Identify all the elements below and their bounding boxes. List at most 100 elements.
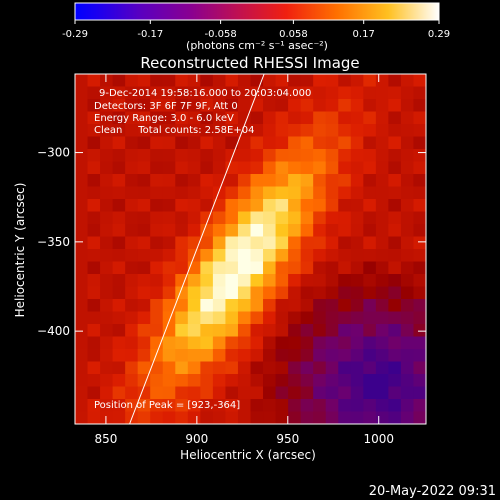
heatmap-cell [313, 361, 327, 375]
heatmap-cell [112, 286, 126, 300]
heatmap-cell [375, 361, 389, 375]
heatmap-cell [200, 349, 214, 363]
heatmap-cell [363, 411, 377, 424]
heatmap-cell [200, 324, 214, 338]
heatmap-cell [200, 399, 214, 413]
heatmap-cell [350, 149, 364, 163]
heatmap-cell [388, 74, 402, 88]
heatmap-cell [388, 161, 402, 175]
heatmap-cell [288, 349, 302, 363]
heatmap-cell [413, 324, 426, 338]
heatmap-cell [225, 236, 239, 250]
heatmap-cell [363, 86, 377, 100]
heatmap-cell [375, 336, 389, 350]
heatmap-cell [413, 224, 426, 238]
heatmap-cell [413, 311, 426, 325]
heatmap-cell [100, 324, 114, 338]
heatmap-cell [313, 236, 327, 250]
heatmap-cell [225, 249, 239, 263]
heatmap-cell [200, 111, 214, 125]
heatmap-cell [137, 136, 151, 150]
heatmap-cell [263, 374, 277, 388]
heatmap-cell [100, 124, 114, 138]
heatmap-cell [100, 361, 114, 375]
heatmap-cell [375, 299, 389, 313]
heatmap-cell [112, 411, 126, 424]
heatmap-cell [388, 349, 402, 363]
heatmap-cell [137, 174, 151, 188]
heatmap-cell [313, 224, 327, 238]
heatmap-cell [237, 161, 252, 175]
heatmap-cell [263, 386, 277, 400]
heatmap-cell [275, 361, 289, 375]
heatmap-cell [375, 186, 389, 200]
heatmap-cell [137, 336, 151, 350]
heatmap-cell [137, 224, 151, 238]
heatmap-cell [162, 349, 176, 363]
heatmap-cell [313, 374, 327, 388]
heatmap-cell [275, 199, 289, 213]
heatmap-cell [313, 324, 327, 338]
heatmap-cell [388, 199, 402, 213]
heatmap-cell [400, 199, 415, 213]
heatmap-cell [275, 211, 289, 225]
heatmap-cell [212, 361, 227, 375]
heatmap-cell [225, 136, 239, 150]
heatmap-cell [150, 149, 164, 163]
heatmap-cell [162, 186, 176, 200]
heatmap-cell [187, 374, 201, 388]
heatmap-cell [200, 99, 214, 113]
heatmap-cell [75, 374, 89, 388]
heatmap-cell [200, 249, 214, 263]
heatmap-cell [338, 249, 352, 263]
heatmap-cell [237, 199, 252, 213]
heatmap-cell [300, 149, 314, 163]
heatmap-cell [137, 124, 151, 138]
heatmap-cell [225, 224, 239, 238]
heatmap-cell [225, 111, 239, 125]
heatmap-cell [363, 186, 377, 200]
heatmap-cell [175, 411, 189, 424]
heatmap-cell [175, 161, 189, 175]
heatmap-cell [350, 99, 364, 113]
heatmap-cell [212, 186, 227, 200]
heatmap-cell [212, 99, 227, 113]
heatmap-cell [225, 124, 239, 138]
heatmap-cell [125, 274, 139, 288]
heatmap-cell [275, 74, 289, 88]
heatmap-cell [350, 186, 364, 200]
heatmap-cell [288, 186, 302, 200]
heatmap-cell [413, 349, 426, 363]
heatmap-cell [187, 349, 201, 363]
heatmap-cell [388, 236, 402, 250]
x-tick-label: 900 [185, 432, 208, 446]
heatmap-cell [237, 99, 252, 113]
heatmap-cell [388, 99, 402, 113]
heatmap-cell [75, 74, 89, 88]
heatmap-cell [112, 124, 126, 138]
heatmap-cell [200, 386, 214, 400]
heatmap-cell [237, 349, 252, 363]
heatmap-cell [200, 374, 214, 388]
heatmap-cell [400, 111, 415, 125]
heatmap-cell [263, 399, 277, 413]
heatmap-cell [363, 374, 377, 388]
heatmap-cell [263, 211, 277, 225]
heatmap-cell [237, 299, 252, 313]
heatmap-cell [175, 374, 189, 388]
heatmap-cell [275, 86, 289, 100]
heatmap-cell [350, 74, 364, 88]
heatmap-cell [162, 336, 176, 350]
heatmap-cell [150, 136, 164, 150]
heatmap-cell [87, 311, 101, 325]
heatmap-cell [237, 111, 252, 125]
heatmap-cell [338, 261, 352, 275]
heatmap-cell [125, 374, 139, 388]
heatmap-cell [400, 224, 415, 238]
heatmap-cell [212, 211, 227, 225]
heatmap-cell [400, 374, 415, 388]
heatmap-cell [225, 374, 239, 388]
heatmap-cell [100, 411, 114, 424]
heatmap-cell [288, 261, 302, 275]
